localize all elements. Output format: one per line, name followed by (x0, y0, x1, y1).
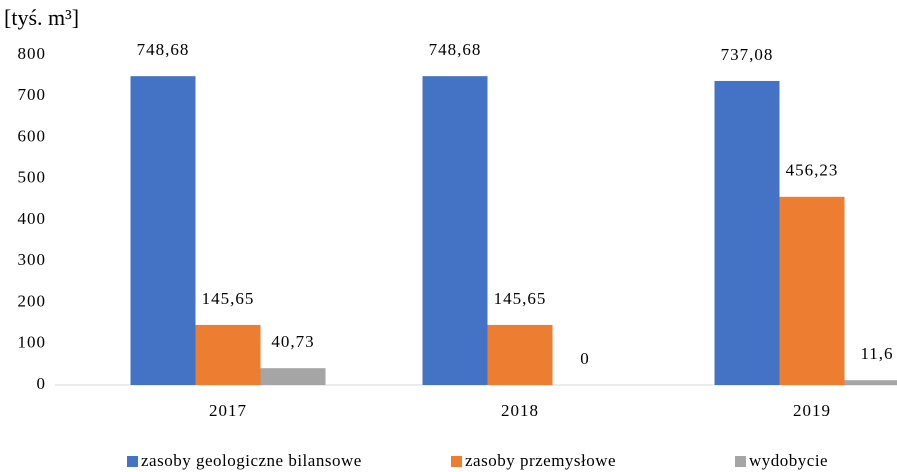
y-tick-label: 600 (18, 126, 47, 145)
legend-swatch (451, 456, 462, 467)
y-tick-label: 200 (18, 291, 47, 310)
y-tick-label: 800 (18, 44, 47, 63)
legend-label: zasoby geologiczne bilansowe (141, 451, 362, 470)
bar (422, 76, 488, 386)
legend-swatch (735, 456, 746, 467)
y-tick-label: 0 (37, 374, 47, 393)
data-label: 748,68 (429, 40, 482, 59)
y-tick-label: 100 (18, 333, 47, 352)
legend-label: zasoby przemysłowe (465, 451, 616, 470)
data-label: 145,65 (494, 289, 547, 308)
y-tick-label: 300 (18, 250, 47, 269)
bar (260, 368, 326, 385)
bar (714, 80, 780, 385)
data-label: 145,65 (202, 289, 255, 308)
axis-label: [tyś. m³] (4, 5, 79, 30)
bar (195, 324, 261, 385)
x-tick-label: 2017 (209, 401, 247, 420)
legend-label: wydobycie (749, 451, 828, 470)
y-tick-label: 500 (18, 168, 47, 187)
y-tick-label: 400 (18, 209, 47, 228)
bar (130, 76, 196, 386)
y-tick-label: 700 (18, 85, 47, 104)
data-label: 0 (580, 349, 590, 368)
bar (844, 380, 897, 385)
data-label: 11,6 (860, 344, 893, 363)
bar (779, 196, 845, 385)
data-label: 737,08 (721, 45, 774, 64)
data-label: 748,68 (137, 40, 190, 59)
data-label: 40,73 (271, 332, 314, 351)
data-label: 456,23 (786, 161, 839, 180)
x-tick-label: 2018 (501, 401, 539, 420)
x-tick-label: 2019 (793, 401, 831, 420)
legend-swatch (127, 456, 138, 467)
bar (487, 324, 553, 385)
